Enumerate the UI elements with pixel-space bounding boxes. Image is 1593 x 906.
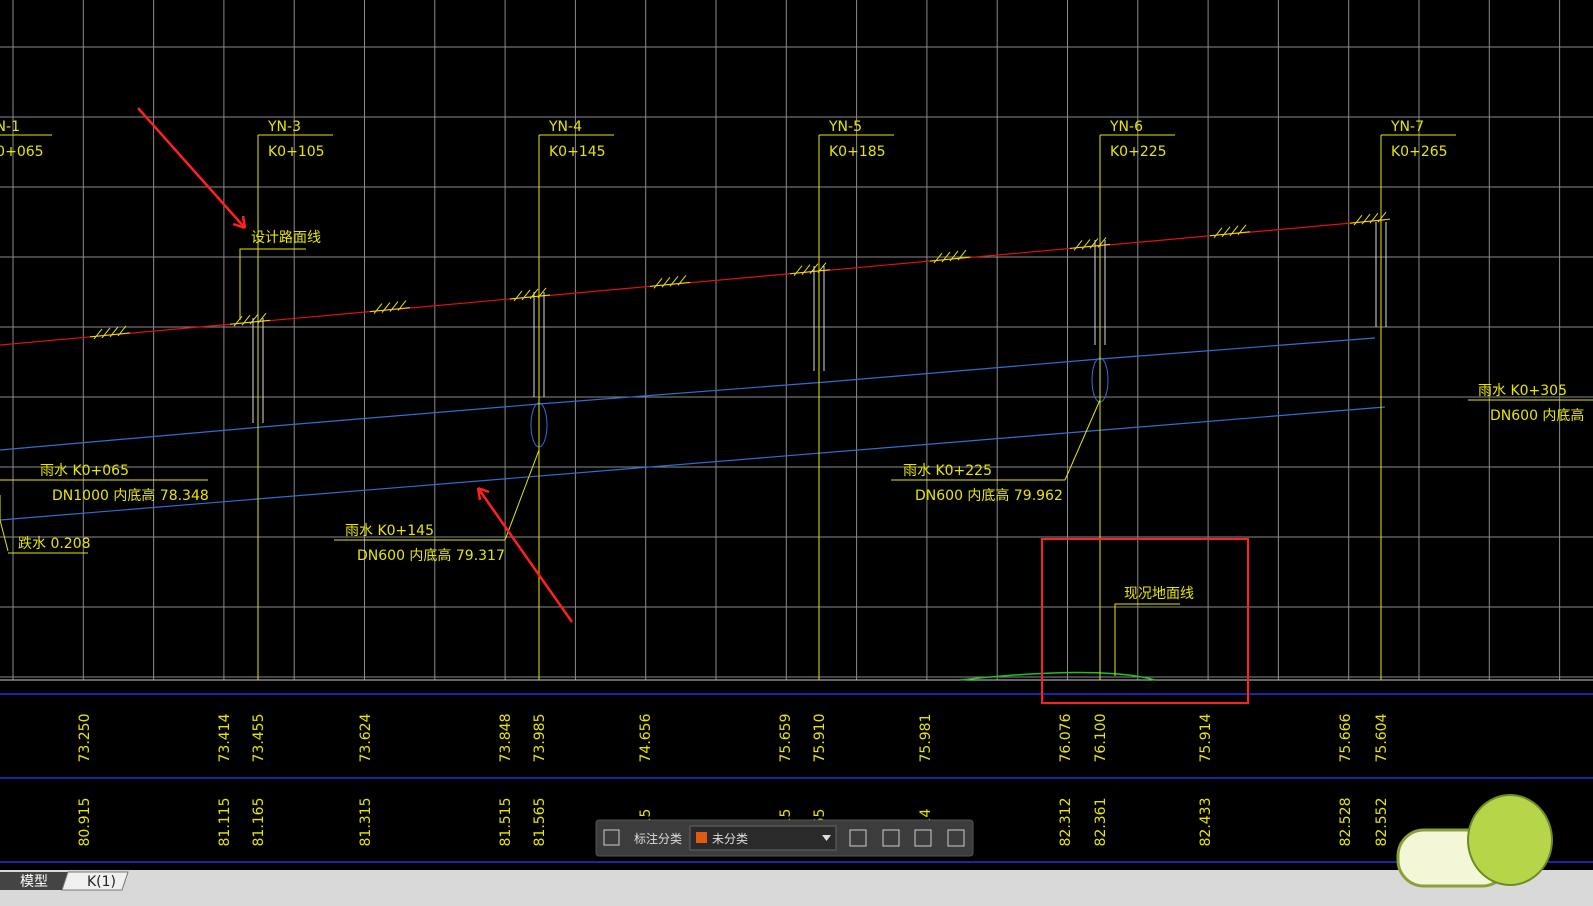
annotation-text: 雨水 K0+225: [903, 463, 992, 479]
table-value: 73.455: [251, 714, 267, 763]
mascot: [1467, 794, 1553, 886]
table-value: 75.659: [778, 714, 794, 763]
table-value: 82.528: [1338, 798, 1354, 847]
table-value: 75.910: [812, 714, 828, 763]
design-road-label: 设计路面线: [251, 230, 321, 246]
table-value: 81.165: [251, 798, 267, 847]
hatch: [89, 325, 131, 340]
pipe-bottom-line: [0, 406, 1386, 521]
table-value: 81.315: [358, 798, 374, 847]
label-leader: [239, 248, 306, 320]
table-value: 81.565: [532, 798, 548, 847]
tab-label: 模型: [20, 874, 48, 890]
toolbar-label: 标注分类: [634, 831, 682, 846]
table-value: 75.914: [1198, 713, 1214, 762]
manhole: [252, 318, 264, 423]
manhole: [813, 266, 825, 371]
hatch: [929, 249, 971, 264]
table-value: 82.433: [1198, 798, 1214, 847]
red-arrow: [137, 107, 247, 230]
annotation-text: DN600 内底高 79.962: [915, 487, 1063, 504]
hatch: [369, 300, 411, 314]
station-name: YN-6: [1109, 119, 1143, 135]
station-name: YN-7: [1390, 119, 1424, 135]
table-value: 80.915: [77, 798, 93, 847]
table-value: 73.250: [77, 714, 93, 763]
hatch: [1069, 237, 1111, 251]
toolbar-icon[interactable]: [603, 829, 620, 846]
tab-model[interactable]: [0, 872, 68, 890]
grid: [0, 0, 1593, 863]
annotation-text: 跌水 0.208: [18, 536, 91, 552]
dropdown-arrow[interactable]: [822, 835, 831, 841]
annotation-text: DN600 内底高: [1490, 407, 1584, 424]
toolbar-button[interactable]: [914, 829, 932, 847]
hatch: [1349, 211, 1391, 226]
hatch: [789, 262, 831, 277]
annotation-leader: [1064, 399, 1101, 481]
station-chainage: K0+105: [268, 144, 325, 160]
station-chainage: K0+185: [829, 144, 886, 160]
annotation-text: DN600 内底高 79.317: [357, 547, 505, 564]
existing-ground-label: 现况地面线: [1124, 586, 1194, 602]
annotation-toolbar: 标注分类 未分类: [595, 819, 974, 857]
manhole: [1094, 240, 1106, 345]
table-value: 82.361: [1093, 798, 1109, 847]
station-name: YN-5: [828, 119, 862, 135]
existing-ground-line: [959, 671, 1156, 681]
station-name: YN-1: [0, 119, 20, 135]
manhole: [533, 292, 545, 397]
toolbar-button[interactable]: [947, 829, 965, 847]
table-value: 76.076: [1058, 713, 1074, 762]
category-value: 未分类: [712, 832, 748, 846]
table-value: 82.552: [1374, 798, 1390, 847]
manhole: [1375, 222, 1387, 327]
table-value: 76.100: [1093, 714, 1109, 763]
annotation-text: 雨水 K0+145: [345, 523, 434, 539]
hatch: [509, 287, 551, 302]
table-value: 75.604: [1374, 713, 1390, 762]
station-chainage: K0+265: [1391, 144, 1448, 160]
annotation-leader: [504, 449, 540, 541]
toolbar-button[interactable]: [882, 829, 900, 847]
highlight-box: [1041, 538, 1249, 704]
red-arrow: [476, 486, 574, 623]
hatch: [229, 312, 271, 327]
hatch: [1209, 224, 1251, 239]
annotation-text: 雨水 K0+305: [1478, 383, 1567, 399]
station-chainage: K0+225: [1110, 144, 1167, 160]
tab-bar: [0, 870, 1593, 906]
category-color: [696, 832, 707, 843]
table-value: 81.515: [498, 798, 514, 847]
station-chainage: K0+145: [549, 144, 606, 160]
tab-label: K(1): [87, 874, 116, 890]
table-value: 73.414: [217, 713, 233, 762]
table-value: 74.656: [638, 713, 654, 762]
annotation-text: 雨水 K0+065: [40, 463, 129, 479]
label-leader: [1114, 603, 1180, 676]
station-chainage: K0+065: [0, 144, 44, 160]
station-name: YN-3: [267, 119, 301, 135]
table-value: 75.981: [918, 714, 934, 763]
hatch: [649, 275, 691, 289]
station-name: YN-4: [548, 119, 582, 135]
pipe-top-line: [0, 337, 1376, 451]
toolbar-button[interactable]: [849, 829, 867, 847]
tab-layout[interactable]: [61, 871, 129, 891]
table-value: 73.624: [358, 713, 374, 762]
table-value: 75.666: [1338, 713, 1354, 762]
annotation-text: DN1000 内底高 78.348: [52, 487, 209, 504]
table-value: 73.848: [498, 714, 514, 763]
table-value: 73.985: [532, 714, 548, 763]
category-select[interactable]: [689, 825, 837, 851]
table-value: 81.115: [217, 798, 233, 847]
table-value: 82.312: [1058, 798, 1074, 847]
annotation-leader: [0, 519, 9, 552]
